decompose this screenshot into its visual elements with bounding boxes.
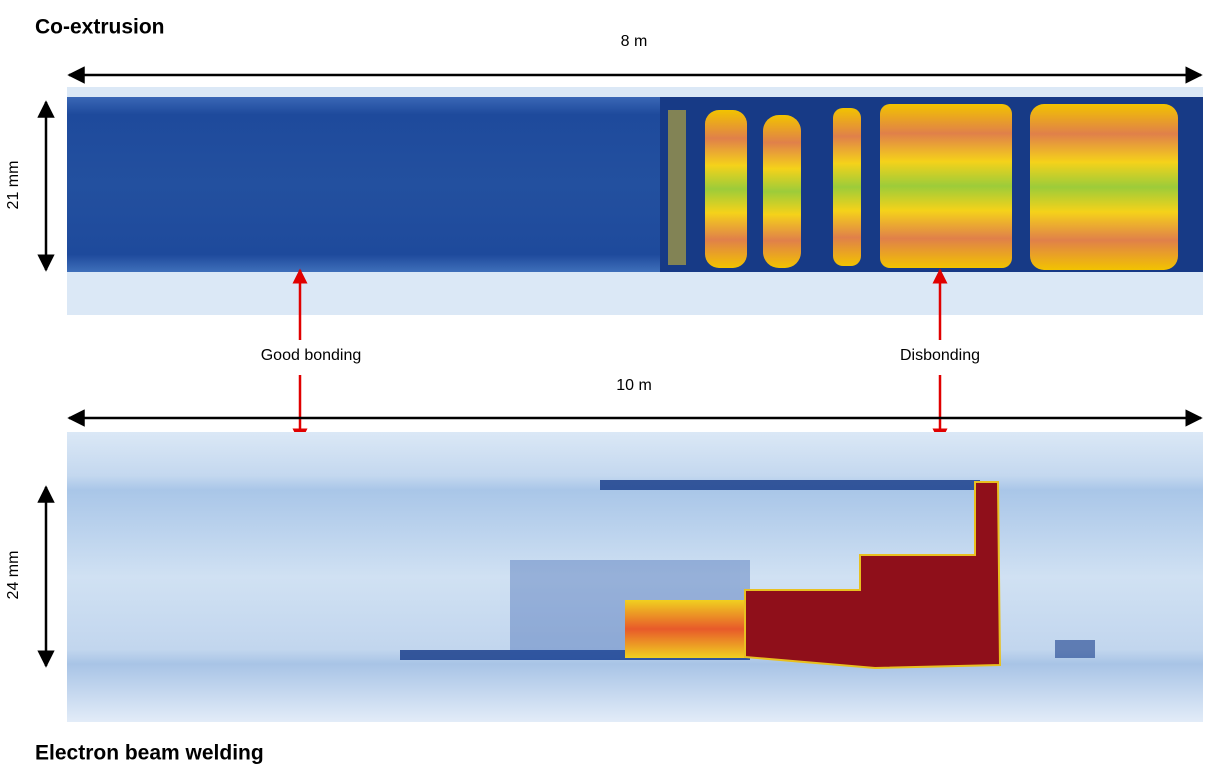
annotation: Disbonding [900, 347, 980, 364]
length-label: 10 m [616, 377, 652, 394]
figure: Co-extrusion 8 m 21 mm Good bonding Disb… [0, 0, 1205, 768]
disbond-region [880, 104, 1012, 268]
disbond-region [1030, 104, 1178, 270]
scan-spot [1055, 640, 1095, 658]
disbond-region [833, 108, 861, 266]
panel-title: Co-extrusion [35, 16, 165, 39]
disbond-region [763, 115, 801, 268]
scan-line [600, 480, 980, 490]
length-label: 8 m [621, 33, 648, 50]
coextrusion-scan [67, 87, 1203, 315]
disbond-region [668, 110, 686, 265]
disbond-region [705, 110, 747, 268]
welding-scan [67, 432, 1203, 722]
width-label: 24 mm [5, 551, 22, 600]
annotation: Good bonding [261, 347, 362, 364]
panel-title: Electron beam welding [35, 742, 264, 765]
page: Co-extrusion 8 m 21 mm Good bonding Disb… [0, 0, 1205, 768]
disbond-region [625, 600, 750, 658]
width-label: 21 mm [5, 161, 22, 210]
